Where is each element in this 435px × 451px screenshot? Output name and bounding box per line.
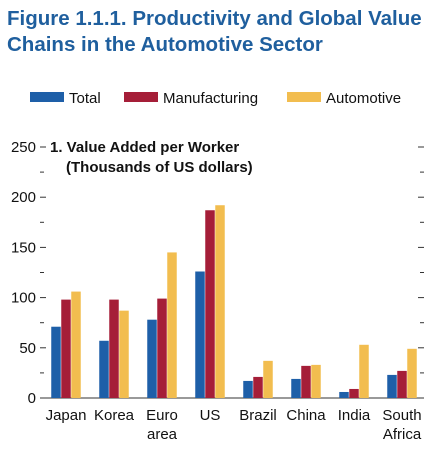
bar-automotive-korea bbox=[119, 310, 129, 398]
bar-manufacturing-korea bbox=[109, 299, 119, 398]
y-tick-label: 150 bbox=[11, 239, 36, 256]
figure-title-line-2: Chains in the Automotive Sector bbox=[7, 33, 323, 56]
bar-total-us bbox=[195, 271, 205, 398]
chart-subplot-subtitle: (Thousands of US dollars) bbox=[66, 159, 253, 176]
chart-subplot-title: 1. Value Added per Worker bbox=[50, 139, 239, 156]
x-category-label: Japan bbox=[46, 407, 87, 424]
bar-automotive-india bbox=[359, 344, 369, 398]
x-category-label: Brazil bbox=[239, 407, 277, 424]
legend-swatch-total bbox=[30, 92, 64, 102]
bar-total-brazil bbox=[243, 380, 253, 398]
bar-total-japan bbox=[51, 326, 61, 398]
y-tick-label: 100 bbox=[11, 290, 36, 307]
bar-total-china bbox=[291, 378, 301, 398]
bar-total-south-africa bbox=[387, 374, 397, 398]
bar-total-india bbox=[339, 391, 349, 398]
x-category-label: Korea bbox=[94, 407, 135, 424]
legend-swatch-automotive bbox=[287, 92, 321, 102]
bar-automotive-brazil bbox=[263, 360, 273, 398]
x-category-label: India bbox=[338, 407, 371, 424]
bar-total-euro-area bbox=[147, 319, 157, 398]
category-labels: Japan Korea Euro area US Brazil China India Sout… bbox=[46, 407, 422, 443]
bar-manufacturing-brazil bbox=[253, 376, 263, 398]
figure-title-line-1: Figure 1.1.1. Productivity and Global Va… bbox=[7, 7, 422, 30]
bar-manufacturing-japan bbox=[61, 299, 71, 398]
bar-automotive-us bbox=[215, 205, 225, 398]
y-tick-label: 250 bbox=[11, 139, 36, 156]
x-category-label: Euro area bbox=[146, 407, 178, 443]
y-tick-label: 0 bbox=[28, 390, 36, 407]
legend: Total Manufacturing Automotive bbox=[30, 90, 401, 107]
bar-manufacturing-china bbox=[301, 365, 311, 398]
figure-title: Figure 1.1.1. Productivity and Global Va… bbox=[7, 6, 431, 58]
legend-label-total: Total bbox=[69, 90, 101, 107]
legend-swatch-manufacturing bbox=[124, 92, 158, 102]
bar-manufacturing-euro-area bbox=[157, 298, 167, 398]
bar-total-korea bbox=[99, 340, 109, 398]
legend-label-automotive: Automotive bbox=[326, 90, 401, 107]
bar-automotive-japan bbox=[71, 291, 81, 398]
bar-manufacturing-india bbox=[349, 388, 359, 398]
bar-manufacturing-south-africa bbox=[397, 370, 407, 398]
legend-label-manufacturing: Manufacturing bbox=[163, 90, 258, 107]
y-tick-label: 200 bbox=[11, 189, 36, 206]
bar-automotive-south-africa bbox=[407, 348, 417, 398]
x-category-label: South Africa bbox=[382, 407, 421, 443]
bar-manufacturing-us bbox=[205, 210, 215, 398]
bar-automotive-euro-area bbox=[167, 252, 177, 398]
x-category-label: US bbox=[200, 407, 221, 424]
bar-automotive-china bbox=[311, 364, 321, 398]
y-tick-label: 50 bbox=[19, 340, 36, 357]
x-category-label: China bbox=[286, 407, 326, 424]
chart-bars bbox=[51, 205, 417, 398]
